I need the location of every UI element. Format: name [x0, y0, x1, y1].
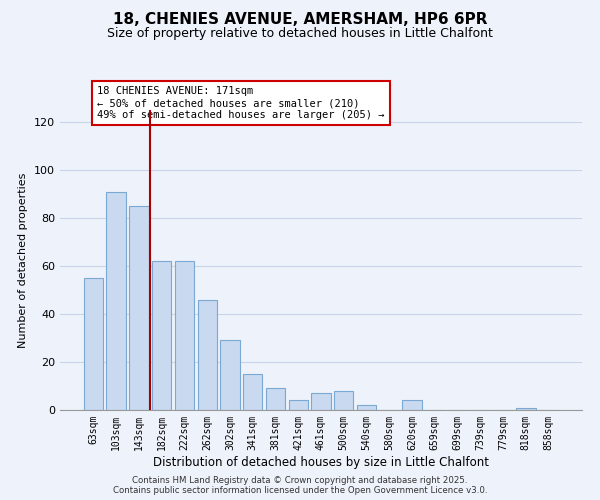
Text: 18, CHENIES AVENUE, AMERSHAM, HP6 6PR: 18, CHENIES AVENUE, AMERSHAM, HP6 6PR [113, 12, 487, 28]
Bar [403, 400, 422, 410]
Bar [220, 340, 239, 410]
Y-axis label: Number of detached properties: Number of detached properties [19, 172, 28, 348]
Bar [357, 405, 376, 410]
Bar [129, 206, 149, 410]
Bar [152, 261, 172, 410]
Bar [266, 388, 285, 410]
Text: Contains HM Land Registry data © Crown copyright and database right 2025.
Contai: Contains HM Land Registry data © Crown c… [113, 476, 487, 495]
Bar [197, 300, 217, 410]
Bar [84, 278, 103, 410]
Bar [243, 374, 262, 410]
X-axis label: Distribution of detached houses by size in Little Chalfont: Distribution of detached houses by size … [153, 456, 489, 468]
Bar [175, 261, 194, 410]
Bar [289, 400, 308, 410]
Text: 18 CHENIES AVENUE: 171sqm
← 50% of detached houses are smaller (210)
49% of semi: 18 CHENIES AVENUE: 171sqm ← 50% of detac… [97, 86, 385, 120]
Bar [516, 408, 536, 410]
Bar [334, 391, 353, 410]
Bar [311, 393, 331, 410]
Bar [106, 192, 126, 410]
Text: Size of property relative to detached houses in Little Chalfont: Size of property relative to detached ho… [107, 28, 493, 40]
